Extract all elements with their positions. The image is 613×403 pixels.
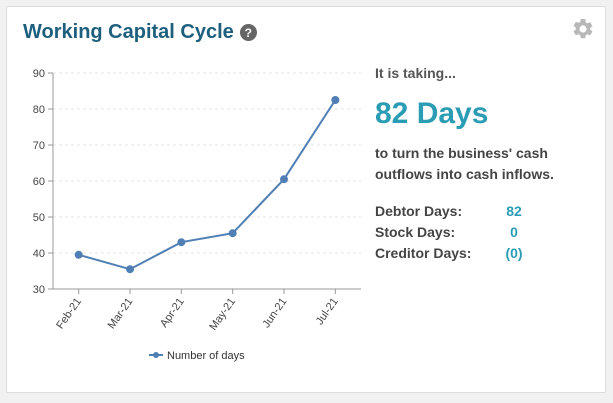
y-tick-label: 40 xyxy=(33,248,45,260)
data-point xyxy=(228,229,237,238)
legend-label: Number of days xyxy=(167,350,245,362)
y-tick-label: 90 xyxy=(33,68,45,80)
question-circle-icon[interactable]: ? xyxy=(239,24,257,41)
stat-value: 0 xyxy=(510,224,518,240)
data-point xyxy=(126,265,134,274)
data-point xyxy=(331,96,340,104)
stat-value: 82 xyxy=(506,203,522,219)
data-point xyxy=(177,238,186,247)
stat-row-debtor: Debtor Days: 82 xyxy=(375,201,595,222)
y-tick-label: 60 xyxy=(33,176,45,188)
stat-label: Creditor Days: xyxy=(375,245,472,261)
x-tick-label: Jun-21 xyxy=(260,296,289,330)
stat-row-stock: Stock Days: 0 xyxy=(375,222,595,243)
x-tick-label: May-21 xyxy=(207,296,238,333)
x-tick-label: Feb-21 xyxy=(54,296,84,331)
x-tick-label: Jul-21 xyxy=(314,296,341,327)
stat-row-creditor: Creditor Days: (0) xyxy=(375,243,595,264)
gear-icon[interactable] xyxy=(571,17,595,41)
widget-title-row: Working Capital Cycle ? xyxy=(23,21,257,44)
series-line xyxy=(78,99,337,271)
y-tick-label: 30 xyxy=(33,284,45,296)
days-value: 82 Days xyxy=(375,97,489,130)
days-line-chart: 30 40 50 60 70 80 90 Feb-21 Mar-21 Apr-21 May-21 Ju… xyxy=(33,68,361,362)
y-tick-label: 50 xyxy=(33,212,45,224)
widget-card: Working Capital Cycle ? 30 40 50 60 70 80 90 Fe… xyxy=(6,6,606,393)
stats-list: Debtor Days: 82 Stock Days: 0 Creditor D… xyxy=(375,201,595,264)
stat-label: Stock Days: xyxy=(375,224,456,240)
y-tick-label: 80 xyxy=(33,104,45,116)
legend-marker xyxy=(153,352,159,358)
y-tick-label: 70 xyxy=(33,140,45,152)
summary-intro: It is taking... xyxy=(375,65,456,81)
data-point xyxy=(74,250,83,259)
widget-title: Working Capital Cycle xyxy=(23,21,234,43)
stat-label: Debtor Days: xyxy=(375,203,463,219)
summary-panel: It is taking... 82 Days to turn the busi… xyxy=(375,65,595,264)
data-point xyxy=(280,175,288,184)
x-tick-label: Mar-21 xyxy=(106,296,136,331)
stat-value: (0) xyxy=(505,245,523,261)
x-tick-label: Apr-21 xyxy=(158,296,187,330)
summary-description: to turn the business' cash outflows into… xyxy=(375,145,554,182)
